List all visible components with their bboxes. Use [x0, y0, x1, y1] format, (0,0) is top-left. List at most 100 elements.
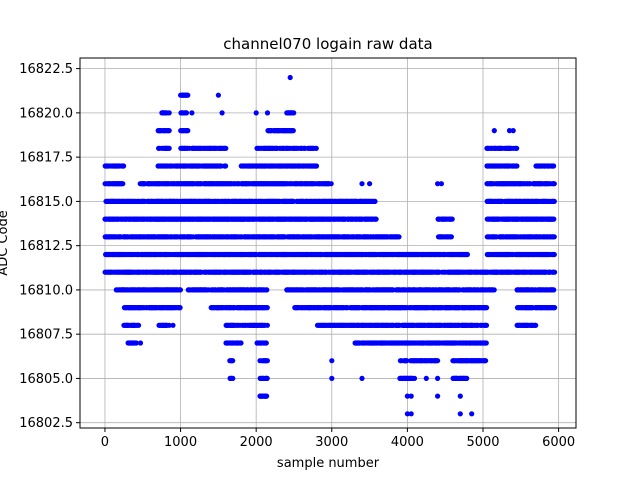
data-point: [177, 287, 183, 293]
y-axis-ticks: 16802.5 16805.0 16807.5 16810.0 16812.5 16815…: [19, 62, 80, 431]
data-point: [264, 375, 270, 381]
data-point: [219, 110, 225, 116]
data-point: [223, 145, 229, 151]
data-point: [264, 287, 270, 293]
data-point: [373, 216, 379, 222]
data-point: [329, 358, 335, 364]
data-point: [367, 181, 373, 187]
y-tick-label: 16820.0: [19, 106, 73, 121]
data-point: [230, 375, 236, 381]
x-tick-label: 0: [101, 435, 109, 450]
y-tick-label: 16812.5: [19, 239, 73, 254]
data-point: [469, 411, 475, 417]
x-axis-title: sample number: [277, 456, 380, 471]
data-point: [183, 110, 190, 116]
data-point: [411, 375, 418, 381]
data-point: [313, 163, 320, 169]
y-tick-label: 16807.5: [19, 328, 73, 343]
data-point: [166, 128, 172, 134]
y-axis-title: ADC Code: [0, 210, 11, 275]
data-point: [435, 358, 441, 364]
chart-title: channel070 logain raw data: [223, 35, 432, 53]
data-point: [435, 375, 441, 381]
data-point: [359, 181, 365, 187]
data-point: [264, 305, 270, 311]
data-point: [449, 216, 455, 222]
data-point: [438, 181, 444, 187]
data-point: [408, 411, 414, 417]
x-tick-label: 5000: [466, 435, 499, 450]
data-point: [551, 163, 557, 169]
data-point: [166, 322, 172, 328]
data-point: [223, 163, 229, 169]
data-point: [328, 181, 334, 187]
data-point: [253, 110, 259, 116]
data-point: [483, 358, 489, 364]
x-tick-label: 3000: [315, 435, 348, 450]
y-tick-label: 16802.5: [19, 416, 73, 431]
data-point: [483, 340, 489, 346]
data-point: [464, 375, 470, 381]
data-point: [238, 340, 244, 346]
data-point: [120, 181, 126, 187]
y-tick-label: 16805.0: [19, 372, 73, 387]
data-point: [166, 145, 172, 151]
data-point: [464, 251, 470, 258]
data-point: [514, 145, 520, 151]
data-point: [170, 322, 176, 328]
x-tick-label: 2000: [240, 435, 273, 450]
data-point: [263, 340, 269, 346]
data-points: [102, 74, 558, 417]
data-point: [166, 110, 172, 116]
data-point: [491, 287, 497, 293]
data-point: [329, 375, 335, 381]
data-point: [177, 305, 183, 311]
data-point: [551, 198, 557, 204]
data-point: [189, 110, 195, 116]
y-tick-label: 16815.0: [19, 195, 73, 210]
data-point: [396, 234, 402, 240]
data-point: [453, 375, 460, 381]
x-tick-label: 4000: [391, 435, 424, 450]
data-point: [264, 358, 270, 364]
data-point: [551, 216, 557, 222]
data-point: [159, 322, 165, 328]
data-point: [121, 163, 127, 169]
x-tick-label: 6000: [542, 435, 575, 450]
data-point: [372, 198, 378, 204]
data-point: [133, 340, 139, 346]
data-point: [287, 110, 293, 116]
y-tick-label: 16810.0: [19, 283, 73, 298]
data-point: [552, 305, 558, 311]
data-point: [533, 322, 539, 328]
data-point: [423, 375, 429, 381]
data-point: [457, 411, 463, 417]
x-tick-label: 1000: [164, 435, 197, 450]
data-point: [264, 393, 270, 399]
data-point: [230, 358, 236, 364]
y-tick-label: 16817.5: [19, 151, 73, 166]
data-point: [483, 322, 490, 328]
data-point: [185, 128, 191, 134]
data-point: [264, 322, 270, 328]
data-point: [404, 393, 410, 399]
data-point: [184, 92, 190, 98]
data-point: [551, 287, 557, 293]
data-point: [551, 251, 557, 258]
data-point: [136, 322, 142, 328]
data-point: [359, 375, 365, 381]
data-point: [287, 74, 293, 81]
data-point: [457, 393, 463, 399]
data-point: [514, 163, 520, 169]
data-point: [215, 92, 221, 98]
data-point: [510, 128, 516, 134]
data-point: [484, 305, 490, 311]
data-point: [552, 269, 558, 275]
data-point: [290, 128, 296, 134]
data-point: [448, 234, 454, 240]
data-point: [404, 375, 410, 381]
data-point: [137, 340, 144, 346]
data-point: [313, 145, 319, 151]
